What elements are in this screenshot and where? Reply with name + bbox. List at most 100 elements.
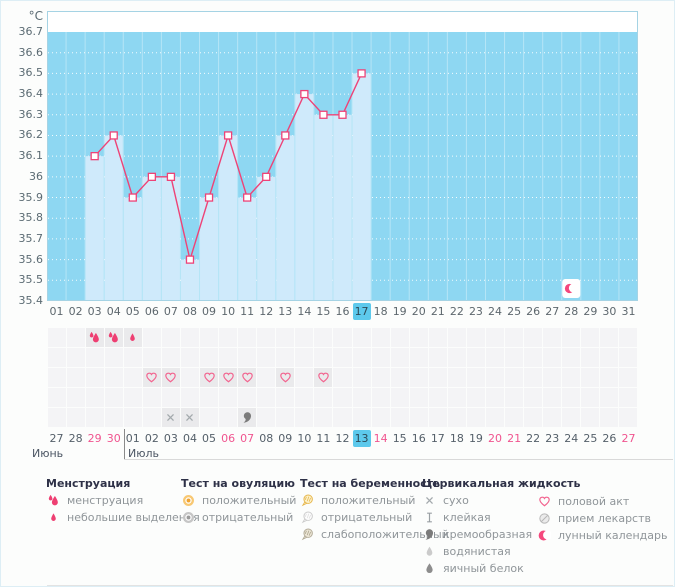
cycle-day-24[interactable]: 24: [488, 305, 502, 318]
event-cell[interactable]: [219, 328, 238, 347]
event-cell[interactable]: [543, 408, 562, 427]
event-cell[interactable]: [161, 348, 180, 367]
event-cell[interactable]: [600, 348, 619, 367]
event-cell[interactable]: [104, 408, 123, 427]
event-cell[interactable]: [352, 348, 371, 367]
event-cell[interactable]: [276, 388, 295, 407]
cycle-day-14[interactable]: 14: [297, 305, 312, 318]
event-cell[interactable]: [238, 348, 257, 367]
event-cell[interactable]: [66, 408, 85, 427]
cycle-day-07[interactable]: 07: [163, 305, 178, 318]
calendar-day[interactable]: 12: [335, 432, 350, 445]
event-cell[interactable]: [543, 328, 562, 347]
cycle-day-18[interactable]: 18: [373, 305, 388, 318]
temp-marker-day-10[interactable]: [223, 131, 233, 140]
calendar-day[interactable]: 28: [68, 432, 83, 445]
calendar-day[interactable]: 02: [144, 432, 159, 445]
event-cell[interactable]: [276, 328, 295, 347]
event-cell[interactable]: [581, 368, 600, 387]
cycle-day-08[interactable]: 08: [182, 305, 197, 318]
event-cell[interactable]: [600, 408, 619, 427]
calendar-day[interactable]: 14: [373, 432, 388, 445]
event-cell[interactable]: [505, 388, 524, 407]
temp-marker-day-06[interactable]: [147, 172, 157, 181]
event-cell[interactable]: [276, 348, 295, 367]
event-cell[interactable]: [371, 388, 390, 407]
event-cell[interactable]: [66, 328, 85, 347]
event-cell[interactable]: [390, 348, 409, 367]
event-cell[interactable]: [505, 348, 524, 367]
event-cell[interactable]: [85, 408, 104, 427]
event-cell[interactable]: [447, 388, 466, 407]
event-cell[interactable]: [505, 368, 524, 387]
event-cell[interactable]: [562, 368, 581, 387]
calendar-day[interactable]: 11: [316, 432, 331, 445]
event-cell-intercourse[interactable]: [161, 368, 180, 387]
event-cell[interactable]: [581, 348, 600, 367]
event-cell[interactable]: [371, 328, 390, 347]
event-cell[interactable]: [257, 408, 276, 427]
event-cell[interactable]: [619, 348, 638, 367]
event-cell[interactable]: [543, 388, 562, 407]
event-cell-intercourse[interactable]: [314, 368, 333, 387]
cycle-day-05[interactable]: 05: [125, 305, 140, 318]
calendar-day[interactable]: 10: [297, 432, 312, 445]
event-cell[interactable]: [200, 328, 219, 347]
event-cell[interactable]: [390, 328, 409, 347]
event-cell[interactable]: [180, 348, 199, 367]
event-cell[interactable]: [466, 328, 485, 347]
cycle-day-28[interactable]: 28: [564, 305, 579, 318]
event-cell[interactable]: [485, 408, 505, 427]
event-cell[interactable]: [447, 408, 466, 427]
cycle-day-17[interactable]: 17: [352, 303, 371, 320]
event-cell-intercourse[interactable]: [219, 368, 238, 387]
event-cell[interactable]: [428, 348, 447, 367]
cycle-day-23[interactable]: 23: [468, 305, 483, 318]
event-cell[interactable]: [409, 408, 428, 427]
calendar-day[interactable]: 08: [259, 432, 274, 445]
event-cell[interactable]: [238, 328, 257, 347]
calendar-day[interactable]: 19: [468, 432, 483, 445]
event-cell[interactable]: [581, 388, 600, 407]
event-cell-intercourse[interactable]: [200, 368, 219, 387]
cycle-day-20[interactable]: 20: [411, 305, 426, 318]
event-cell[interactable]: [123, 388, 142, 407]
calendar-day[interactable]: 03: [163, 432, 178, 445]
event-cell[interactable]: [581, 408, 600, 427]
event-cell[interactable]: [619, 408, 638, 427]
event-cell[interactable]: [505, 408, 524, 427]
cycle-day-26[interactable]: 26: [526, 305, 541, 318]
calendar-day[interactable]: 13: [352, 430, 371, 447]
event-cell[interactable]: [466, 388, 485, 407]
calendar-day[interactable]: 23: [545, 432, 560, 445]
event-cell[interactable]: [333, 368, 352, 387]
temp-marker-day-15[interactable]: [319, 110, 328, 119]
event-cell[interactable]: [543, 348, 562, 367]
event-cell[interactable]: [142, 388, 161, 407]
event-cell[interactable]: [619, 328, 638, 347]
event-cell[interactable]: [333, 348, 352, 367]
cycle-day-04[interactable]: 04: [106, 305, 121, 318]
event-cell[interactable]: [66, 368, 85, 387]
temp-marker-day-09[interactable]: [204, 193, 214, 202]
event-cell[interactable]: [257, 368, 276, 387]
cycle-day-29[interactable]: 29: [583, 305, 598, 318]
event-cell[interactable]: [180, 368, 199, 387]
calendar-day[interactable]: 06: [221, 432, 236, 445]
event-cell-intercourse[interactable]: [238, 368, 257, 387]
event-cell[interactable]: [161, 328, 180, 347]
event-cell[interactable]: [562, 328, 581, 347]
event-cell[interactable]: [562, 348, 581, 367]
calendar-day[interactable]: 15: [392, 432, 407, 445]
event-cell[interactable]: [314, 408, 333, 427]
event-cell[interactable]: [543, 368, 562, 387]
cycle-day-27[interactable]: 27: [545, 305, 560, 318]
temp-marker-day-05[interactable]: [128, 193, 137, 202]
event-cell-menstruation[interactable]: [104, 328, 123, 347]
event-cell[interactable]: [600, 388, 619, 407]
calendar-day[interactable]: 26: [602, 432, 617, 445]
cycle-day-16[interactable]: 16: [335, 305, 350, 318]
calendar-day[interactable]: 18: [449, 432, 464, 445]
calendar-day[interactable]: 25: [583, 432, 598, 445]
event-cell[interactable]: [295, 408, 314, 427]
